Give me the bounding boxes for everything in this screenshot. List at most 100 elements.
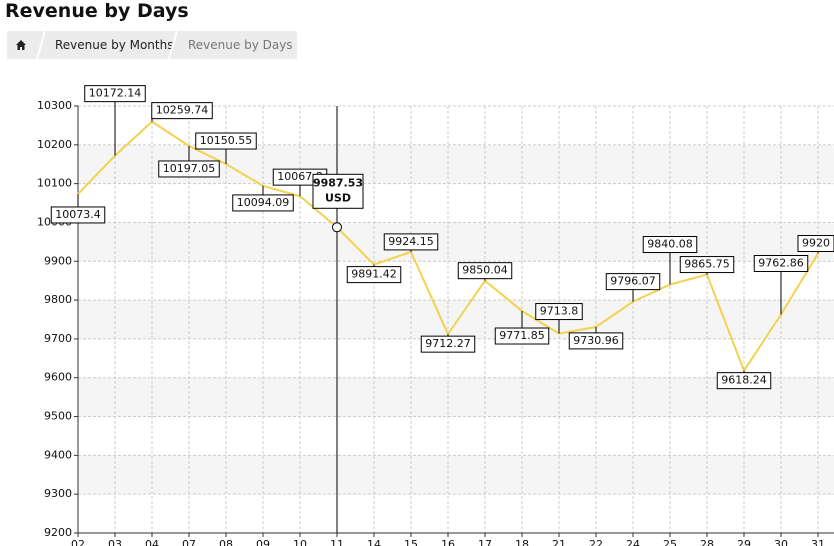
data-label-text: 9924.15 — [388, 235, 434, 248]
y-tick-label: 9400 — [44, 448, 72, 461]
data-label: 10172.14 — [84, 85, 146, 156]
data-label-text: 9891.42 — [351, 268, 397, 281]
y-tick-label: 9500 — [44, 410, 72, 423]
x-tick-label: 30 — [774, 538, 788, 546]
x-tick-label: 09 — [256, 538, 270, 546]
breadcrumb-link[interactable]: Revenue by Months — [55, 38, 174, 52]
data-label: 9712.27 — [420, 334, 476, 353]
data-label-text: 9920 — [802, 237, 830, 250]
data-label: 10259.74 — [151, 102, 213, 122]
label-box — [494, 327, 550, 345]
band — [78, 222, 834, 262]
band — [78, 377, 834, 417]
y-tick-label: 10200 — [37, 138, 72, 151]
y-tick-label: 9900 — [44, 254, 72, 267]
breadcrumb: Revenue by Months Revenue by Days — [7, 31, 297, 59]
y-tick-label: 9700 — [44, 332, 72, 345]
data-label-text: 9771.85 — [499, 329, 545, 342]
breadcrumb-current: Revenue by Days — [188, 38, 293, 52]
data-label: 9618.24 — [716, 370, 772, 390]
x-tick-label: 29 — [737, 538, 751, 546]
data-label: 9762.86 — [753, 255, 809, 315]
tooltip — [312, 173, 364, 209]
label-box — [605, 273, 661, 291]
data-label: 9850.04 — [457, 262, 513, 281]
data-label-text: 9762.86 — [758, 257, 804, 270]
x-tick-label: 03 — [108, 538, 122, 546]
x-tick-label: 11 — [330, 538, 344, 546]
data-label-text: 10073.4 — [55, 208, 101, 221]
data-label-text: 9796.07 — [610, 275, 656, 288]
x-tick-label: 02 — [71, 538, 85, 546]
data-label: 9840.08 — [642, 236, 698, 285]
data-label: 10150.55 — [195, 132, 257, 165]
home-icon[interactable] — [15, 39, 27, 51]
data-label-text: 10197.05 — [163, 162, 216, 175]
data-label: 9730.96 — [568, 326, 624, 350]
x-tick-label: 31 — [811, 538, 825, 546]
data-label-text: 10067.8 — [277, 170, 323, 183]
data-label-text: 9865.75 — [684, 258, 730, 271]
separator — [36, 31, 46, 59]
x-tick-label: 14 — [367, 538, 381, 546]
x-tick-label: 07 — [182, 538, 196, 546]
x-tick-label: 22 — [589, 538, 603, 546]
x-tick-label: 25 — [663, 538, 677, 546]
x-tick-label: 18 — [515, 538, 529, 546]
x-tick-label: 17 — [478, 538, 492, 546]
label-box — [716, 372, 772, 390]
label-box — [232, 194, 294, 212]
data-label-text: 9730.96 — [573, 334, 619, 347]
label-box — [535, 303, 583, 321]
data-label-text: 9618.24 — [721, 374, 767, 387]
data-label-text: 10172.14 — [89, 87, 142, 100]
label-box — [568, 332, 624, 350]
x-tick-label: 15 — [404, 538, 418, 546]
data-label-text: 10094.09 — [237, 196, 290, 209]
y-tick-label: 10100 — [37, 177, 72, 190]
x-tick-label: 04 — [145, 538, 159, 546]
x-tick-label: 21 — [552, 538, 566, 546]
label-box — [50, 206, 106, 224]
x-tick-label: 24 — [626, 538, 640, 546]
label-box — [84, 85, 146, 103]
y-tick-label: 9800 — [44, 293, 72, 306]
data-label-text: 10150.55 — [200, 134, 253, 147]
x-tick-label: 16 — [441, 538, 455, 546]
data-label: 9713.8 — [535, 303, 583, 334]
y-tick-label: 9200 — [44, 526, 72, 539]
data-label: 10197.05 — [158, 145, 220, 178]
label-box — [158, 160, 220, 178]
data-label-text: 9850.04 — [462, 264, 508, 277]
y-tick-label: 9300 — [44, 487, 72, 500]
band — [78, 455, 834, 495]
data-label: 10073.4 — [50, 193, 106, 224]
label-box — [195, 132, 257, 150]
data-label-text: 10259.74 — [156, 104, 209, 117]
data-label: 9796.07 — [605, 273, 661, 302]
data-label: 9865.75 — [679, 256, 735, 275]
data-label: 9891.42 — [346, 264, 402, 284]
data-label-text: 9712.27 — [425, 337, 471, 350]
separator — [168, 31, 178, 59]
label-box — [797, 235, 834, 253]
label-box — [753, 255, 809, 273]
data-label: 9920 — [797, 235, 834, 254]
data-label: 9771.85 — [494, 311, 550, 345]
label-box — [642, 236, 698, 254]
label-box — [151, 102, 213, 120]
label-box — [457, 262, 513, 280]
label-box — [346, 266, 402, 284]
x-tick-label: 08 — [219, 538, 233, 546]
label-box — [679, 256, 735, 274]
data-label: 9924.15 — [383, 233, 439, 252]
data-label: 10094.09 — [232, 185, 294, 212]
tooltip-unit: USD — [325, 191, 351, 204]
y-tick-label: 9600 — [44, 371, 72, 384]
y-tick-label: 10300 — [37, 99, 72, 112]
band — [78, 300, 834, 339]
x-tick-label: 28 — [700, 538, 714, 546]
page-title: Revenue by Days — [5, 0, 189, 22]
data-label-text: 9840.08 — [647, 238, 693, 251]
